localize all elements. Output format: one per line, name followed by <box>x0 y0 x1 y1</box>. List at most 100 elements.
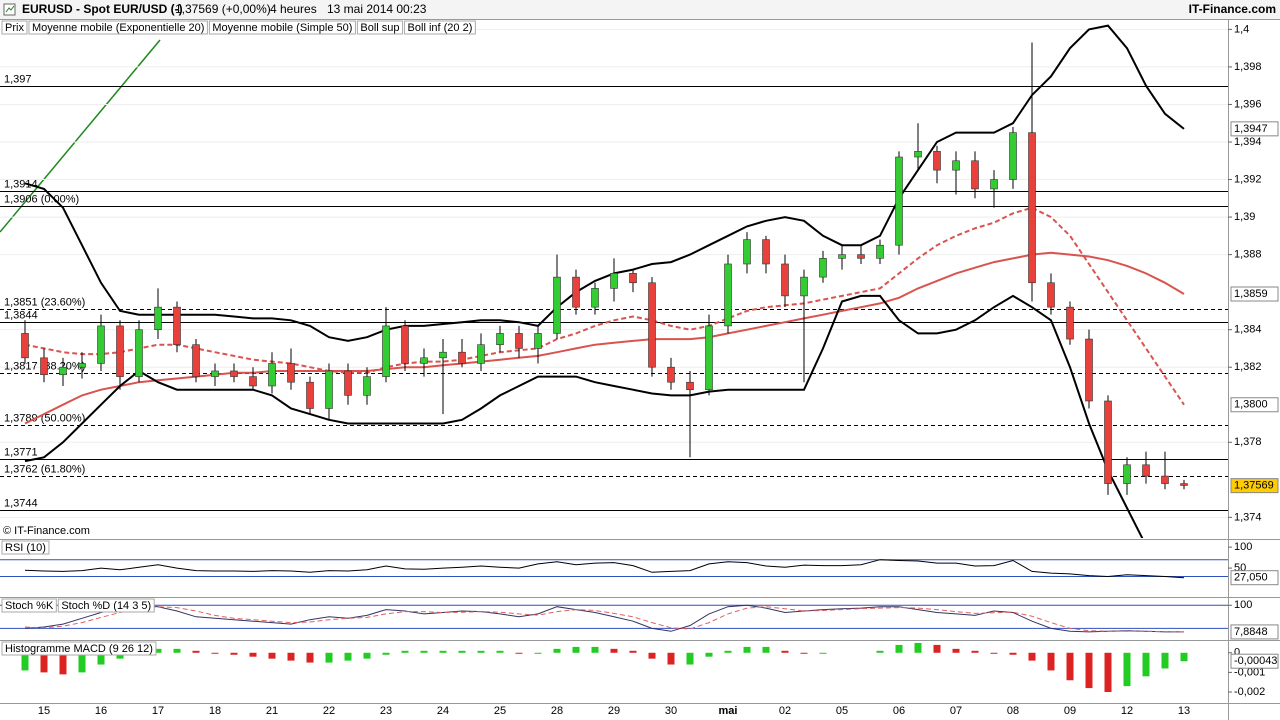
candle-body <box>857 254 865 259</box>
legend-label: Boll inf (20 2) <box>408 22 473 34</box>
x-tick-label: 13 <box>1178 705 1190 717</box>
candle-body <box>287 363 295 383</box>
candle-body <box>477 344 485 364</box>
candle-body <box>515 333 523 349</box>
histogram-bar <box>1180 652 1188 662</box>
series-line <box>24 294 1144 538</box>
candle-body <box>173 306 181 345</box>
level-label: 1,3914 <box>4 178 38 190</box>
x-tick-label: 25 <box>494 705 506 717</box>
x-tick-label: 07 <box>950 705 962 717</box>
histogram-bar <box>97 652 105 665</box>
legend-item[interactable] <box>208 20 356 35</box>
x-tick-label: 16 <box>95 705 107 717</box>
candle-body <box>116 325 124 377</box>
histogram-bar <box>610 648 618 653</box>
price-tag-label: 1,3947 <box>1234 123 1268 135</box>
x-tick-label: 12 <box>1121 705 1133 717</box>
x-tick-label: 21 <box>266 705 278 717</box>
candle-body <box>1028 132 1036 284</box>
candle-body <box>648 282 656 368</box>
histogram-bar <box>743 646 751 653</box>
price-tag-label: 1,37569 <box>1234 480 1274 492</box>
histogram-bar <box>800 652 808 654</box>
legend-item[interactable] <box>404 20 476 35</box>
level-label: 1,3762 (61.80%) <box>4 463 85 475</box>
histogram-bar <box>819 652 827 654</box>
candle-body <box>743 239 751 265</box>
histogram-bar <box>971 650 979 653</box>
legend-item[interactable] <box>57 598 155 613</box>
y-tick-label: 1,388 <box>1234 249 1262 261</box>
histogram-bar <box>952 648 960 653</box>
legend-item[interactable] <box>1 20 28 35</box>
x-tick-label: 28 <box>551 705 563 717</box>
copyright: © IT-Finance.com <box>3 525 90 537</box>
y-tick-label: 100 <box>1234 541 1252 553</box>
histogram-bar <box>1066 652 1074 681</box>
level-label: 1,3789 (50.00%) <box>4 412 85 424</box>
histogram-bar <box>40 652 48 673</box>
histogram-bar <box>439 650 447 653</box>
price-tag <box>1230 624 1279 640</box>
plot-area: 1,397 1,3914 1,3906 (0.00%) 1,3851 (23.60%)… <box>0 24 1228 538</box>
histogram-bar <box>1142 652 1150 677</box>
candle-body <box>933 151 941 171</box>
candle-body <box>1142 464 1150 477</box>
app-icon[interactable] <box>3 3 16 16</box>
histogram-bar <box>363 652 371 659</box>
x-tick-label: 15 <box>38 705 50 717</box>
histogram-bar <box>382 652 390 655</box>
legend-label: Stoch %D (14 3 5) <box>61 600 151 612</box>
level-label: 1,3851 (23.60%) <box>4 296 85 308</box>
legend-label: RSI (10) <box>5 542 46 554</box>
histogram-bar <box>116 652 124 659</box>
histogram-bar <box>78 652 86 673</box>
candle-body <box>572 276 580 308</box>
histogram-bar <box>1047 652 1055 671</box>
x-tick-label: 30 <box>665 705 677 717</box>
series-line <box>24 206 1185 406</box>
histogram-bar <box>306 652 314 663</box>
candle-body <box>192 344 200 377</box>
histogram-bar <box>192 650 200 653</box>
histogram-bar <box>59 652 67 675</box>
candle-body <box>249 376 257 387</box>
candle-body <box>78 363 86 368</box>
histogram-bar <box>629 650 637 653</box>
price-tag-label: 1,3859 <box>1234 288 1268 300</box>
histogram-bar <box>1161 652 1169 669</box>
legend-item[interactable] <box>1 641 157 656</box>
histogram-bar <box>990 652 998 654</box>
x-tick-label: 08 <box>1007 705 1019 717</box>
candle-body <box>439 351 447 359</box>
histogram-bar <box>458 650 466 653</box>
histogram-bar <box>1028 652 1036 661</box>
legend-item[interactable] <box>28 20 208 35</box>
series-line <box>24 604 1184 633</box>
candle-body <box>781 263 789 297</box>
histogram-bar <box>762 646 770 653</box>
histogram-bar <box>21 652 29 671</box>
legend-item[interactable] <box>1 540 50 555</box>
legend-item[interactable] <box>356 20 404 35</box>
candle-body <box>876 244 884 259</box>
histogram-bar <box>648 652 656 659</box>
price-tag-label: 1,3800 <box>1234 399 1268 411</box>
histogram-bar <box>287 652 295 661</box>
histogram-bar <box>515 652 523 654</box>
level-label: 1,3844 <box>4 309 38 321</box>
plot-area <box>21 642 1188 693</box>
candle-body <box>762 239 770 265</box>
candle-body <box>610 273 618 289</box>
histogram-bar <box>249 652 257 657</box>
legend-item[interactable] <box>1 598 57 613</box>
app-icon-glyph <box>5 5 15 13</box>
legend-label: Moyenne mobile (Simple 50) <box>212 22 352 34</box>
candle-body <box>40 357 48 376</box>
y-tick-label: 1,374 <box>1234 511 1262 523</box>
candle-body <box>1085 338 1093 402</box>
histogram-bar <box>1104 652 1112 693</box>
histogram-bar <box>211 652 219 654</box>
histogram-bar <box>1085 652 1093 689</box>
